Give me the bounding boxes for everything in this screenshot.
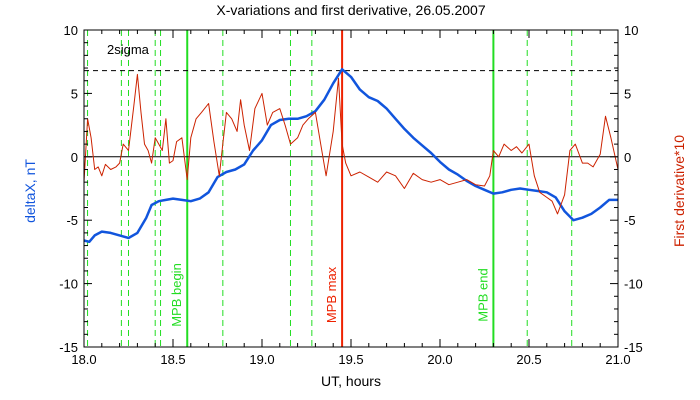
threshold-label: 2sigma <box>107 42 150 57</box>
y-tick-label-right-4: -10 <box>624 277 643 292</box>
x-tick-label-2: 19.0 <box>249 352 274 367</box>
series-line-1 <box>83 73 619 215</box>
y-tick-label-right-2: 0 <box>624 150 631 165</box>
marker-label-2: MPB end <box>475 268 490 321</box>
y-tick-label-right-5: -15 <box>624 340 643 355</box>
x-tick-label-6: 21.0 <box>605 352 630 367</box>
marker-label-0: MPB begin <box>169 263 184 327</box>
x-tick-label-3: 19.5 <box>338 352 363 367</box>
y-axis-label-right: First derivative*10 <box>671 135 687 247</box>
y-axis-label-left: deltaX, nT <box>22 159 38 223</box>
y-tick-label-left-4: -10 <box>59 277 78 292</box>
y-tick-label-left-2: 0 <box>71 150 78 165</box>
y-tick-label-left-1: 5 <box>71 86 78 101</box>
x-axis-label: UT, hours <box>321 373 381 389</box>
x-tick-label-0: 18.0 <box>71 352 96 367</box>
y-tick-label-left-3: -5 <box>66 213 78 228</box>
y-tick-label-left-0: 10 <box>64 23 78 38</box>
x-tick-label-1: 18.5 <box>160 352 185 367</box>
series-line-0 <box>83 68 618 244</box>
y-tick-label-right-3: -5 <box>624 213 636 228</box>
y-tick-label-left-5: -15 <box>59 340 78 355</box>
marker-label-1: MPB max <box>324 266 339 323</box>
x-tick-label-4: 20.0 <box>427 352 452 367</box>
y-tick-label-right-0: 10 <box>624 23 638 38</box>
y-tick-label-right-1: 5 <box>624 86 631 101</box>
chart-title: X-variations and first derivative, 26.05… <box>216 2 485 18</box>
x-tick-label-5: 20.5 <box>516 352 541 367</box>
